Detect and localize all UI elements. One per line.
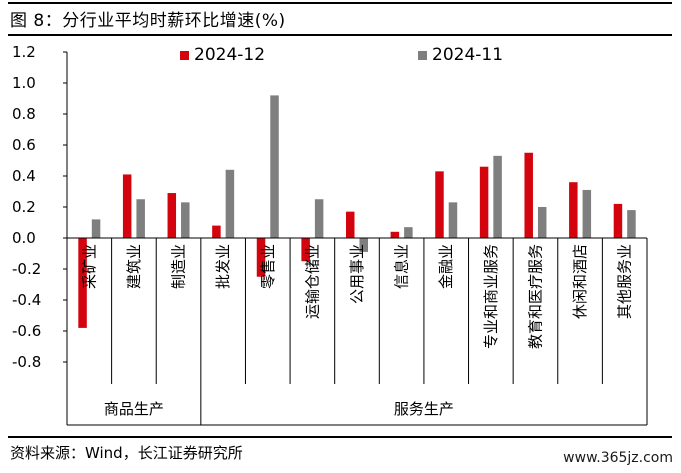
y-tick-label: 0.0 <box>12 229 36 247</box>
watermark: www.365jz.com <box>561 450 675 466</box>
y-tick-label: -0.4 <box>12 291 41 309</box>
bar-2024-12 <box>167 193 177 238</box>
bar-2024-12 <box>346 211 355 238</box>
bar-2024-12 <box>122 174 132 238</box>
bar-2024-12 <box>212 225 221 238</box>
bar-2024-11 <box>270 95 279 239</box>
legend-label-2024-12: 2024-12 <box>194 45 265 65</box>
category-label: 制造业 <box>170 244 188 289</box>
category-label: 信息业 <box>393 244 411 289</box>
bar-2024-12 <box>524 152 533 238</box>
bar-2024-12 <box>78 238 87 328</box>
y-tick-label: 0.2 <box>12 198 36 216</box>
bar-2024-11 <box>136 199 145 238</box>
category-label: 公用事业 <box>348 244 366 304</box>
category-label: 批发业 <box>214 244 232 289</box>
bar-2024-12 <box>301 238 310 262</box>
category-label: 运输仓储业 <box>303 244 321 319</box>
category-label: 采矿业 <box>80 244 98 289</box>
legend-label-2024-11: 2024-11 <box>432 45 503 65</box>
bar-2024-12 <box>479 166 489 238</box>
bar-2024-12 <box>569 182 578 238</box>
top-rule <box>8 2 672 4</box>
y-tick-label: 1.0 <box>12 74 36 92</box>
bar-2024-11 <box>627 210 636 238</box>
bar-2024-11 <box>314 199 324 238</box>
figure-title: 图 8：分行业平均时薪环比增速(%) <box>10 11 286 31</box>
bar-2024-11 <box>582 189 592 238</box>
bar-2024-11 <box>448 202 458 238</box>
y-tick-label: 0.8 <box>12 105 36 123</box>
bar-2024-11 <box>181 202 190 238</box>
bar-2024-11 <box>404 227 413 238</box>
legend-swatch-2024-11 <box>418 51 427 60</box>
bar-2024-11 <box>359 238 368 252</box>
title-rule <box>8 34 672 36</box>
category-label: 零售业 <box>259 244 277 289</box>
category-label: 其他服务业 <box>616 244 634 319</box>
bar-2024-11 <box>91 219 101 238</box>
bar-2024-12 <box>390 231 400 238</box>
category-label: 建筑业 <box>125 244 143 289</box>
category-label: 教育和医疗服务 <box>526 244 544 349</box>
category-label: 金融业 <box>437 244 455 289</box>
bar-2024-11 <box>225 169 235 238</box>
bar-2024-12 <box>435 171 444 238</box>
y-tick-label: -0.8 <box>12 353 41 371</box>
source-note: 资料来源：Wind，长江证券研究所 <box>10 444 243 462</box>
bottom-rule <box>8 436 672 438</box>
bar-2024-11 <box>537 207 547 238</box>
bar-2024-11 <box>493 155 502 238</box>
group-label: 服务生产 <box>394 400 454 418</box>
group-label: 商品生产 <box>104 400 164 418</box>
category-label: 休闲和酒店 <box>571 244 589 319</box>
y-tick-label: -0.2 <box>12 260 41 278</box>
bar-2024-12 <box>256 238 266 277</box>
y-tick-label: 0.6 <box>12 136 36 154</box>
category-label: 专业和商业服务 <box>482 244 500 349</box>
y-tick-label: -0.6 <box>12 322 41 340</box>
bar-2024-12 <box>613 203 623 238</box>
y-tick-label: 0.4 <box>12 167 36 185</box>
legend-swatch-2024-12 <box>180 51 189 60</box>
y-tick-label: 1.2 <box>12 43 36 61</box>
